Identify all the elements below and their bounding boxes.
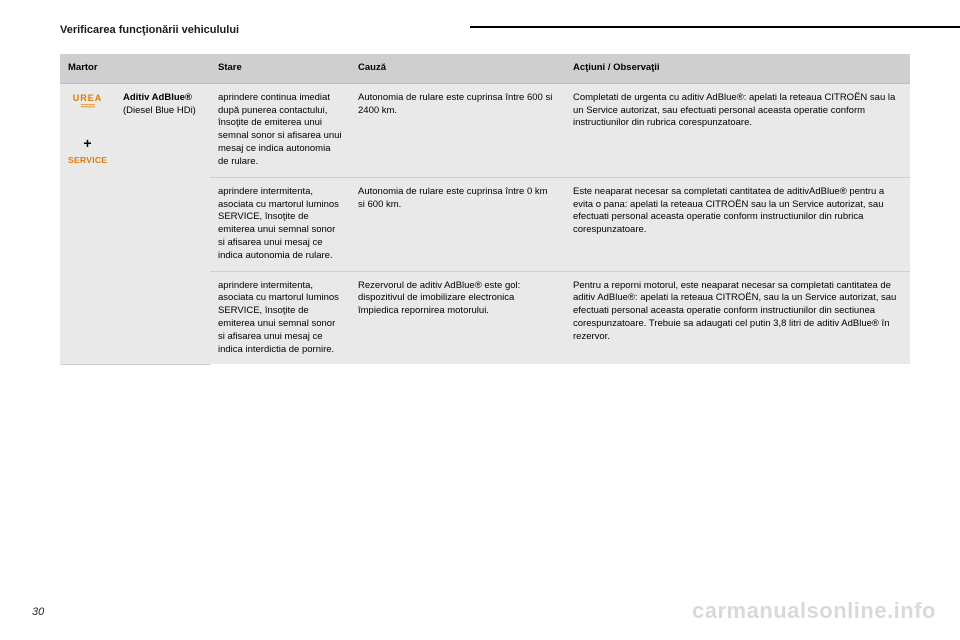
- stare-cell: aprindere intermitenta, asociata cu mart…: [210, 177, 350, 271]
- page-number: 30: [32, 606, 44, 618]
- aditiv-subtitle: (Diesel Blue HDi): [123, 105, 196, 116]
- aditiv-title: Aditiv AdBlue®: [123, 92, 192, 103]
- col-header-martor: Martor: [60, 54, 210, 83]
- stare-cell: aprindere continua imediat după punerea …: [210, 83, 350, 177]
- stare-cell: aprindere intermitenta, asociata cu mart…: [210, 271, 350, 364]
- plus-icon: +: [68, 134, 107, 153]
- watermark: carmanualsonline.info: [692, 598, 936, 624]
- cauza-cell: Autonomia de rulare este cuprinsa între …: [350, 177, 565, 271]
- cauza-cell: Autonomia de rulare este cuprinsa între …: [350, 83, 565, 177]
- aditiv-cell: Aditiv AdBlue® (Diesel Blue HDi): [115, 83, 210, 364]
- col-header-actiuni: Acţiuni / Observaţii: [565, 54, 910, 83]
- col-header-cauza: Cauză: [350, 54, 565, 83]
- urea-wave-icon: ≈≈≈: [68, 104, 107, 110]
- actiuni-cell: Este neaparat necesar sa completati cant…: [565, 177, 910, 271]
- service-icon: SERVICE: [68, 155, 107, 166]
- actiuni-cell: Pentru a reporni motorul, este neaparat …: [565, 271, 910, 364]
- martor-icon-cell: UREA ≈≈≈ + SERVICE: [60, 83, 115, 364]
- header-divider: [470, 26, 960, 28]
- warnings-table: Martor Stare Cauză Acţiuni / Observaţii …: [60, 54, 910, 365]
- col-header-stare: Stare: [210, 54, 350, 83]
- cauza-cell: Rezervorul de aditiv AdBlue® este gol: d…: [350, 271, 565, 364]
- actiuni-cell: Completati de urgenta cu aditiv AdBlue®:…: [565, 83, 910, 177]
- table-header-row: Martor Stare Cauză Acţiuni / Observaţii: [60, 54, 910, 83]
- table-row: UREA ≈≈≈ + SERVICE Aditiv AdBlue® (Diese…: [60, 83, 910, 177]
